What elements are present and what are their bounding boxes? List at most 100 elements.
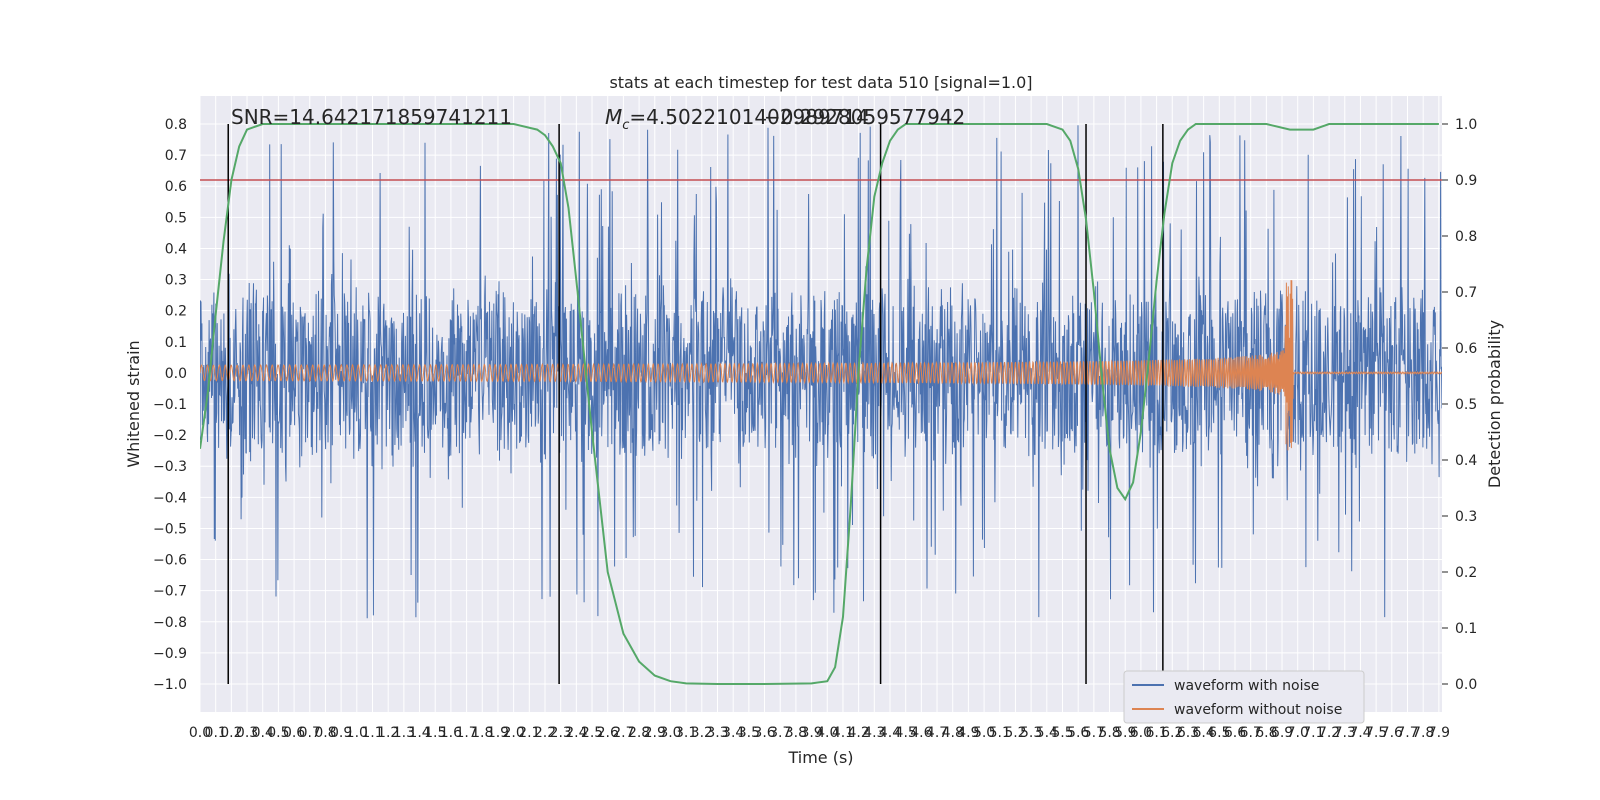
x-tick-label: 0.5 xyxy=(267,725,289,741)
chart-title: stats at each timestep for test data 510… xyxy=(609,73,1032,92)
x-tick-label: 0.6 xyxy=(283,725,305,741)
y-tick-label: 0.7 xyxy=(165,148,187,164)
x-tick-label: 7.2 xyxy=(1318,725,1340,741)
x-axis-label: Time (s) xyxy=(787,748,853,767)
x-tick-label: 5.5 xyxy=(1051,725,1073,741)
y-tick-label: 0.3 xyxy=(165,273,187,289)
y-tick-label: −1.0 xyxy=(153,677,187,693)
x-tick-label: 5.7 xyxy=(1083,725,1105,741)
x-tick-label: 2.5 xyxy=(581,725,603,741)
y-tick-label: 0.0 xyxy=(165,366,187,382)
probability-series xyxy=(200,123,1439,685)
x-tick-label: 0.8 xyxy=(314,725,336,741)
y-tick-label: −0.7 xyxy=(153,584,187,600)
x-tick-label: 4.5 xyxy=(895,725,917,741)
x-tick-label: 4.6 xyxy=(910,725,932,741)
x-tick-label: 7.1 xyxy=(1302,725,1324,741)
x-tick-label: 0.1 xyxy=(205,725,227,741)
x-tick-label: 7.7 xyxy=(1396,725,1418,741)
y-right-tick-label: 1.0 xyxy=(1455,117,1477,133)
x-tick-label: 2.7 xyxy=(612,725,634,741)
snr-annotation: SNR=14.642171859741211 xyxy=(231,105,512,129)
x-tick-label: 6.3 xyxy=(1177,725,1199,741)
x-tick-label: 0.3 xyxy=(236,725,258,741)
x-tick-label: 4.4 xyxy=(879,725,901,741)
x-tick-label: 1.9 xyxy=(487,725,509,741)
x-tick-label: 6.7 xyxy=(1240,725,1262,741)
x-tick-label: 7.9 xyxy=(1428,725,1450,741)
x-tick-label: 2.8 xyxy=(628,725,650,741)
y-tick-label: −0.9 xyxy=(153,646,187,662)
noisy-waveform-line xyxy=(200,125,1442,619)
x-tick-label: 1.2 xyxy=(377,725,399,741)
y-right-tick-label: 0.5 xyxy=(1455,397,1477,413)
x-tick-label: 1.5 xyxy=(424,725,446,741)
x-tick-label: 2.9 xyxy=(644,725,666,741)
x-tick-label: 6.5 xyxy=(1208,725,1230,741)
x-tick-label: 2.6 xyxy=(597,725,619,741)
legend: waveform with noise waveform without noi… xyxy=(1123,670,1365,724)
y-right-tick-label: 0.4 xyxy=(1455,453,1477,469)
x-tick-label: 3.5 xyxy=(738,725,760,741)
x-tick-label: 3.8 xyxy=(785,725,807,741)
x-tick-label: 1.0 xyxy=(346,725,368,741)
x-tick-label: 3.2 xyxy=(691,725,713,741)
x-tick-label: 3.7 xyxy=(769,725,791,741)
legend-label-clean: waveform without noise xyxy=(1174,702,1342,718)
y-right-axis-label: Detection probability xyxy=(1485,320,1504,488)
x-tick-label: 6.6 xyxy=(1224,725,1246,741)
y-tick-label: −0.4 xyxy=(153,490,187,506)
x-tick-label: 7.4 xyxy=(1349,725,1371,741)
x-tick-label: 4.7 xyxy=(926,725,948,741)
x-tick-label: 3.4 xyxy=(722,725,744,741)
x-tick-label: 7.3 xyxy=(1334,725,1356,741)
x-tick-label: 1.4 xyxy=(408,725,430,741)
x-tick-label: 1.1 xyxy=(361,725,383,741)
y-tick-label: −0.8 xyxy=(153,615,187,631)
x-tick-label: 0.7 xyxy=(299,725,321,741)
y-tick-label: −0.1 xyxy=(153,397,187,413)
mc-value: =4.5022101402989714 xyxy=(629,105,868,129)
x-tick-label: 7.8 xyxy=(1412,725,1434,741)
x-tick-label: 5.9 xyxy=(1114,725,1136,741)
x-tick-label: 2.4 xyxy=(565,725,587,741)
x-tick-label: 3.9 xyxy=(800,725,822,741)
y-tick-label: −0.3 xyxy=(153,459,187,475)
x-tick-label: 4.8 xyxy=(942,725,964,741)
x-tick-label: 1.6 xyxy=(440,725,462,741)
x-tick-label: 7.0 xyxy=(1287,725,1309,741)
y-right-tick-label: 0.1 xyxy=(1455,621,1477,637)
y-axis-ticks: 0.8 0.7 0.6 0.5 0.4 0.3 0.2 0.1 0.0 −0.1 −0.2 −0.3 −… xyxy=(153,117,187,693)
y-tick-label: 0.1 xyxy=(165,335,187,351)
x-axis-ticks: 0.00.10.20.30.40.50.60.70.80.91.01.11.21… xyxy=(189,725,1450,741)
x-tick-label: 5.1 xyxy=(989,725,1011,741)
y-right-tick-label: 0.0 xyxy=(1455,677,1477,693)
x-tick-label: 5.4 xyxy=(1036,725,1058,741)
x-tick-label: 0.9 xyxy=(330,725,352,741)
detection-probability-line xyxy=(200,123,1439,685)
y-tick-label: −0.6 xyxy=(153,553,187,569)
y-right-tick-label: 0.2 xyxy=(1455,565,1477,581)
x-tick-label: 4.9 xyxy=(957,725,979,741)
mc-subscript: c xyxy=(622,118,629,133)
x-tick-label: 6.9 xyxy=(1271,725,1293,741)
x-tick-label: 5.3 xyxy=(1020,725,1042,741)
x-tick-label: 5.0 xyxy=(973,725,995,741)
x-tick-label: 2.0 xyxy=(503,725,525,741)
x-tick-label: 7.6 xyxy=(1381,725,1403,741)
x-tick-label: 3.3 xyxy=(706,725,728,741)
y-axis-label: Whitened strain xyxy=(124,340,143,467)
y-tick-label: 0.4 xyxy=(165,241,187,257)
y-right-tick-label: 0.9 xyxy=(1455,173,1477,189)
x-tick-label: 1.8 xyxy=(471,725,493,741)
x-tick-label: 6.2 xyxy=(1161,725,1183,741)
y-right-tick-label: 0.8 xyxy=(1455,229,1477,245)
x-tick-label: 6.1 xyxy=(1145,725,1167,741)
x-tick-label: 4.0 xyxy=(816,725,838,741)
x-tick-label: 3.0 xyxy=(659,725,681,741)
y-tick-label: −0.2 xyxy=(153,428,187,444)
y-right-tick-label: 0.7 xyxy=(1455,285,1477,301)
overlap-annotation: −0.2928059577942 xyxy=(764,105,965,129)
x-tick-label: 6.4 xyxy=(1193,725,1215,741)
x-tick-label: 2.3 xyxy=(550,725,572,741)
